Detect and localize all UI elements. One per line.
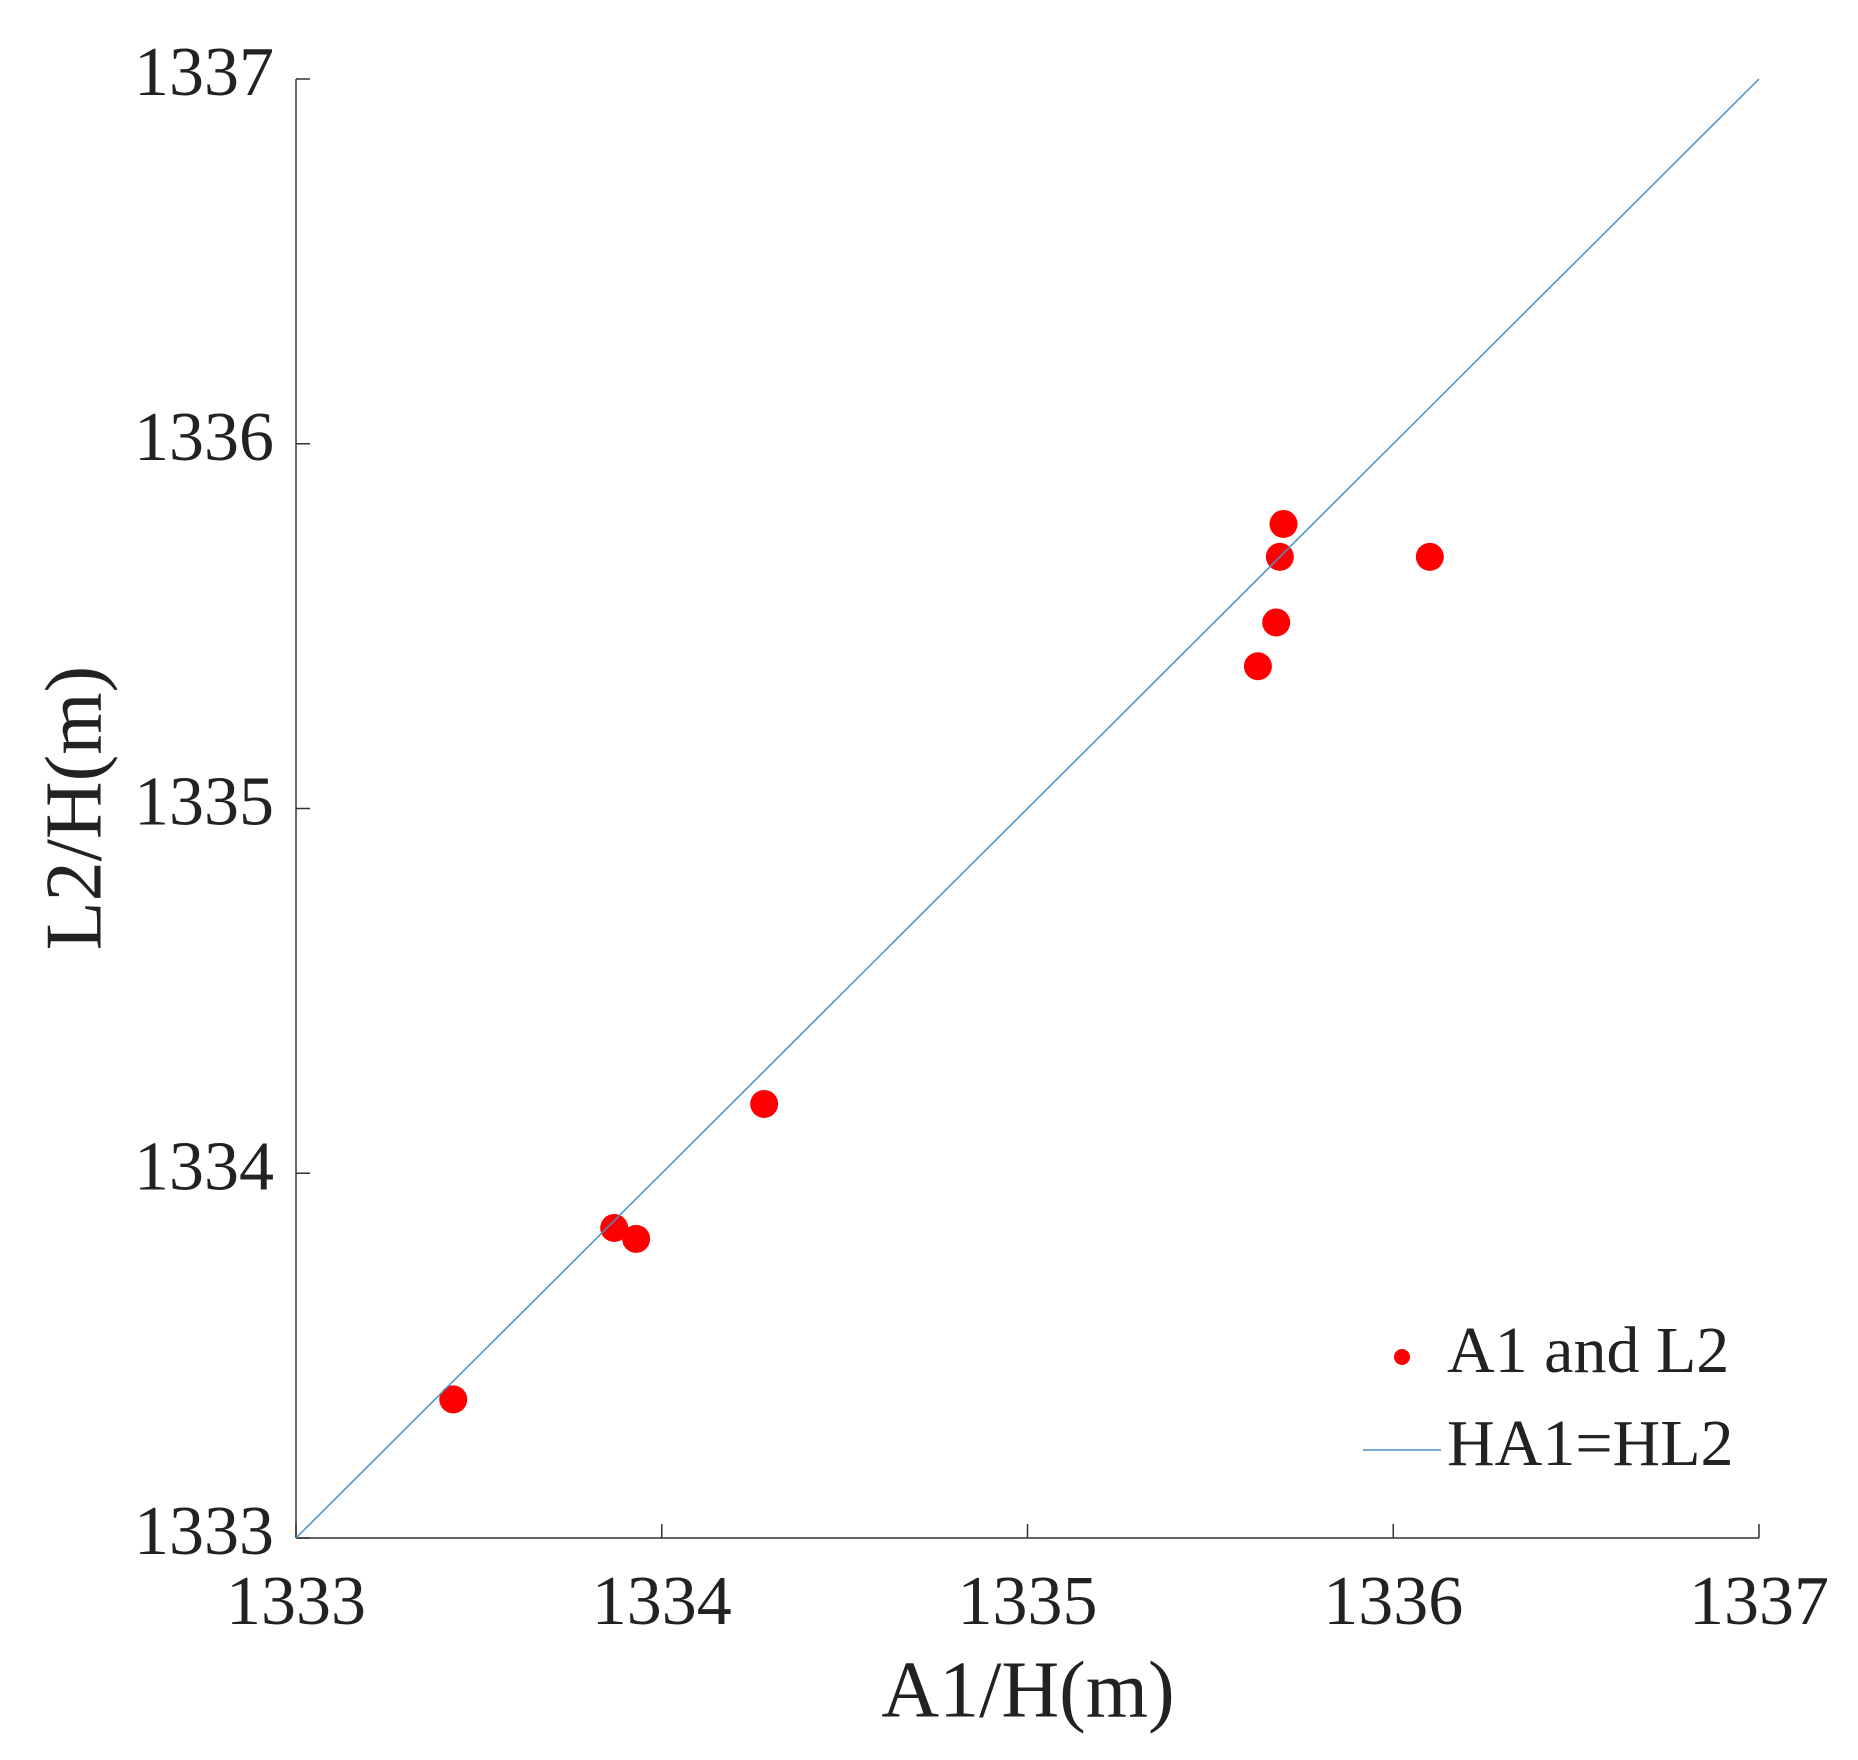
point (600, 1213, 629, 1242)
x-tick-label: 1335 (958, 1563, 1098, 1640)
y-tick-label: 1335 (134, 764, 274, 841)
legend-label: HA1=HL2 (1447, 1407, 1734, 1480)
y-axis-label: L2/H(m) (30, 666, 118, 950)
y-tick-label: 1333 (134, 1493, 274, 1570)
point (622, 1224, 651, 1253)
x-tick-label: 1336 (1323, 1563, 1463, 1640)
point (439, 1385, 468, 1414)
point (1262, 608, 1291, 637)
point (1243, 652, 1272, 681)
point (1269, 509, 1298, 538)
point (750, 1089, 779, 1118)
x-tick-label: 1337 (1689, 1563, 1829, 1640)
y-tick-label: 1336 (134, 399, 274, 476)
y-tick-label: 1334 (134, 1128, 274, 1205)
reference-line (295, 78, 1760, 1539)
legend-marker (1394, 1349, 1410, 1365)
x-tick-label: 1334 (592, 1563, 732, 1640)
legend-label: A1 and L2 (1447, 1314, 1729, 1387)
point (1415, 542, 1444, 571)
x-tick-label: 1333 (226, 1563, 366, 1640)
x-axis-label: A1/H(m) (881, 1646, 1174, 1734)
y-tick-label: 1337 (134, 34, 274, 111)
